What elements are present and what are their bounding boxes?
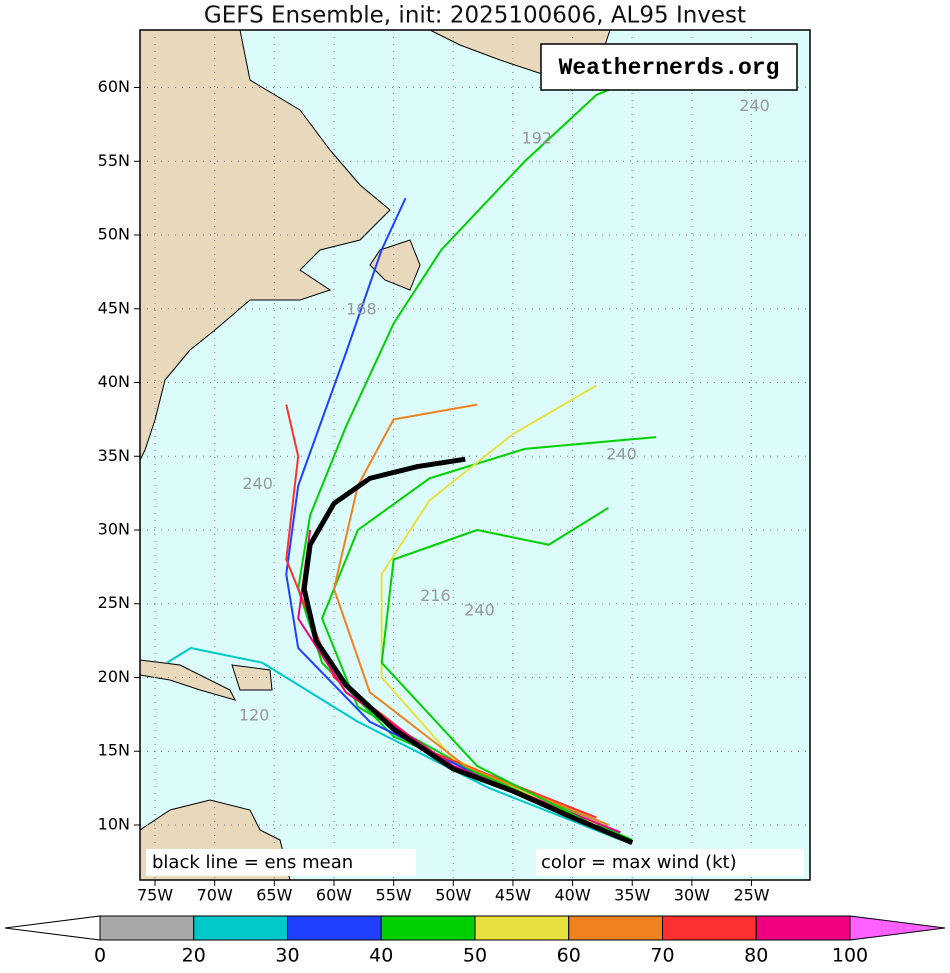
hour-label: 240 <box>242 474 273 493</box>
hour-label: 240 <box>464 601 495 620</box>
hour-label: 120 <box>239 705 270 724</box>
colorbar-under <box>4 915 101 941</box>
colorbar-label: 40 <box>369 945 393 967</box>
x-tick-label: 60W <box>316 886 352 905</box>
hour-label: 168 <box>346 300 377 319</box>
colorbar-label: 80 <box>744 945 768 967</box>
colorbar-label: 50 <box>463 945 487 967</box>
ensemble-track <box>166 646 621 841</box>
colorbar-label: 20 <box>182 945 206 967</box>
note-box <box>536 849 804 876</box>
x-tick-label: 75W <box>137 886 173 905</box>
y-tick-label: 10N <box>98 814 130 833</box>
colorbar-over <box>849 915 946 941</box>
y-tick-label: 25N <box>98 593 130 612</box>
x-tick-label: 35W <box>614 886 650 905</box>
y-tick-label: 50N <box>98 225 130 244</box>
colorbar-label: 100 <box>832 945 868 967</box>
colorbar-segment <box>662 915 757 941</box>
note-box <box>146 849 416 876</box>
colorbar-segment <box>380 915 476 941</box>
x-tick-label: 70W <box>197 886 233 905</box>
ensemble-track <box>332 403 609 826</box>
colorbar-segment <box>568 915 663 941</box>
y-tick-label: 30N <box>98 520 130 539</box>
title: GEFS Ensemble, init: 2025100606, AL95 In… <box>204 3 746 29</box>
colorbar-segment <box>755 915 851 941</box>
y-tick-label: 15N <box>98 741 130 760</box>
x-tick-label: 40W <box>554 886 590 905</box>
hour-label: 240 <box>739 96 770 115</box>
x-tick-label: 30W <box>674 886 710 905</box>
note-left: black line = ens mean <box>152 852 353 873</box>
x-tick-label: 65W <box>256 886 292 905</box>
y-tick-label: 60N <box>98 77 130 96</box>
colorbar-segment <box>287 915 382 941</box>
colorbar-segment <box>193 915 288 941</box>
hour-label: 192 <box>522 129 553 148</box>
ensemble-track <box>285 197 621 834</box>
colorbar-label: 70 <box>650 945 674 967</box>
note-right: color = max wind (kt) <box>541 852 737 873</box>
hour-label: 240 <box>606 444 637 463</box>
colorbar-segment <box>99 915 195 941</box>
watermark-box <box>540 43 798 91</box>
map-frame <box>139 29 811 881</box>
x-tick-label: 45W <box>495 886 531 905</box>
mean-track <box>301 456 634 845</box>
x-tick-label: 55W <box>376 886 412 905</box>
colorbar-label: 0 <box>94 945 106 967</box>
ensemble-track <box>380 384 597 826</box>
ensemble-track <box>380 507 609 834</box>
y-tick-label: 20N <box>98 667 130 686</box>
colorbar-label: 60 <box>557 945 581 967</box>
colorbar-segment <box>474 915 570 941</box>
y-tick-label: 40N <box>98 372 130 391</box>
x-tick-label: 25W <box>733 886 769 905</box>
y-tick-label: 45N <box>98 298 130 317</box>
hour-label: 216 <box>420 586 451 605</box>
watermark: Weathernerds.org <box>559 55 780 81</box>
y-tick-label: 55N <box>98 151 130 170</box>
y-tick-label: 35N <box>98 446 130 465</box>
x-tick-label: 50W <box>435 886 471 905</box>
colorbar-label: 30 <box>275 945 299 967</box>
